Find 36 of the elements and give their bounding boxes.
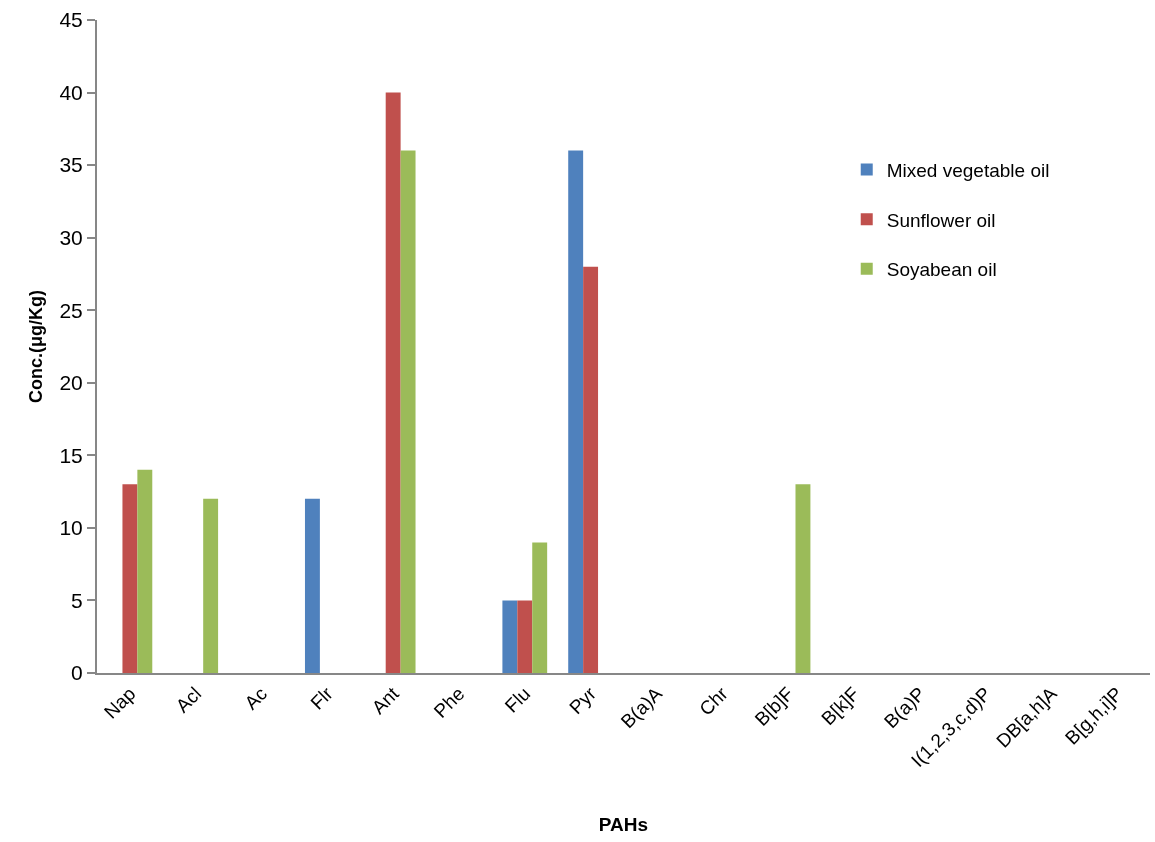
x-tick-label: Flu: [500, 683, 535, 717]
y-tick-label: 45: [59, 8, 83, 32]
bar: [304, 498, 320, 673]
bar: [400, 150, 416, 673]
y-tick-label: 0: [71, 661, 83, 685]
y-axis-title: Conc.(μg/Kg): [26, 290, 47, 403]
y-tick-label: 40: [59, 80, 83, 104]
legend-label: Sunflower oil: [886, 209, 996, 231]
bar: [517, 600, 533, 673]
x-tick-label: Flr: [306, 682, 338, 714]
x-tick-label: Ac: [240, 683, 272, 714]
bar: [795, 484, 811, 673]
bar: [137, 469, 153, 673]
bar: [583, 266, 599, 673]
y-tick-label: 30: [59, 226, 83, 250]
y-tick-label: 10: [59, 516, 83, 540]
bar: [532, 542, 548, 673]
legend-label: Mixed vegetable oil: [886, 159, 1050, 181]
legend-label: Soyabean oil: [886, 259, 997, 281]
x-tick-label: Pyr: [565, 682, 601, 718]
x-tick-label: Phe: [429, 683, 469, 722]
x-axis-title: PAHs: [598, 814, 649, 836]
x-tick-label: Nap: [99, 683, 140, 723]
x-tick-label: Chr: [695, 682, 733, 720]
bar: [502, 600, 518, 673]
bar: [568, 150, 584, 673]
y-tick-label: 25: [59, 298, 83, 322]
y-tick-label: 20: [59, 371, 83, 395]
bar: [122, 484, 138, 673]
x-tick-label: Ant: [367, 682, 404, 719]
x-tick-label: Acl: [171, 683, 206, 717]
y-tick-label: 15: [59, 443, 83, 467]
bar: [203, 498, 219, 673]
y-tick-label: 35: [59, 153, 83, 177]
bar: [385, 92, 401, 673]
y-tick-label: 5: [71, 588, 83, 612]
